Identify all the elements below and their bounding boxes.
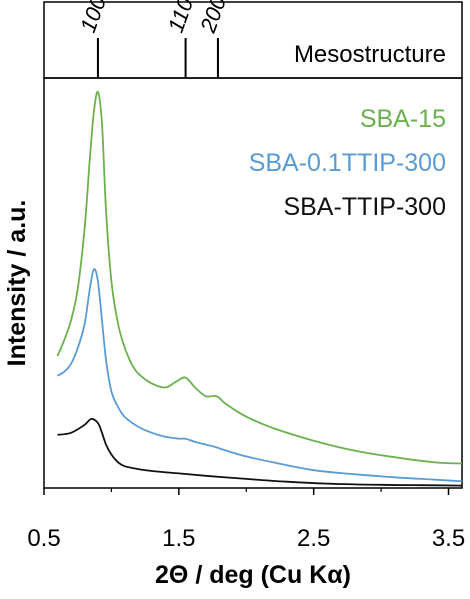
- legend: SBA-15 SBA-0.1TTIP-300 SBA-TTIP-300: [249, 105, 446, 221]
- reflection-label-110: 110: [163, 0, 199, 36]
- reflection-label-100: 100: [75, 0, 111, 36]
- series-group: [56, 90, 463, 487]
- x-tick-label-0.5: 0.5: [27, 525, 60, 552]
- x-tick-label-2.5: 2.5: [297, 525, 330, 552]
- x-tick-label-3.5: 3.5: [432, 525, 465, 552]
- x-axis: 0.5 1.5 2.5 3.5: [27, 488, 465, 552]
- x-tick-label-1.5: 1.5: [162, 525, 195, 552]
- legend-entry-sba-ttip-300: SBA-TTIP-300: [283, 193, 446, 221]
- legend-entry-sba-0.1ttip-300: SBA-0.1TTIP-300: [249, 149, 446, 177]
- y-axis-title: Intensity / a.u.: [3, 200, 31, 367]
- series-line-sba-15: [56, 90, 463, 465]
- x-axis-title: 2Θ / deg (Cu Kα): [155, 561, 351, 589]
- series-line-sba-ttip-300: [57, 418, 463, 487]
- legend-entry-sba-15: SBA-15: [360, 105, 446, 133]
- reflection-label-200: 200: [195, 0, 232, 37]
- reference-panel-label: Mesostructure: [294, 41, 446, 68]
- series-line-sba-0.1ttip-300: [57, 268, 463, 483]
- plot-frame: [43, 77, 463, 489]
